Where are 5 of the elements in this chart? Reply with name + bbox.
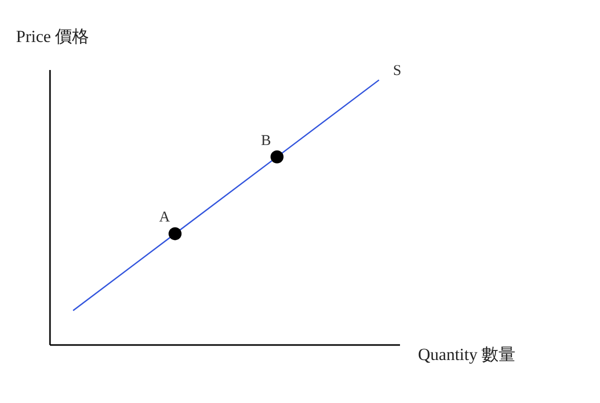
y-axis-title: Price 價格 <box>16 27 90 46</box>
x-axis-title: Quantity 數量 <box>418 345 516 364</box>
annotation: A <box>159 210 170 226</box>
annotation: B <box>261 132 272 149</box>
series-label: S <box>393 63 402 79</box>
